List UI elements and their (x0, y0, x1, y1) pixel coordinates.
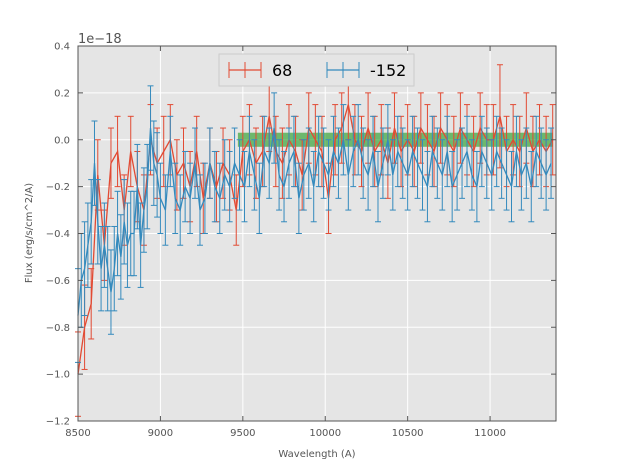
y-tick-label: −0.6 (46, 276, 70, 287)
series-line-1 (77, 127, 552, 316)
y-axis-label: Flux (erg/s/cm^2/A) (24, 183, 35, 283)
x-tick-label: 11000 (474, 428, 506, 439)
x-tick-label: 8500 (65, 428, 90, 439)
legend-entry-0 (228, 62, 262, 78)
y-offset-label: 1e−18 (78, 32, 122, 47)
y-tick-label: −1.2 (46, 417, 70, 428)
x-tick-label: 10000 (309, 428, 341, 439)
y-tick-label: −0.4 (46, 229, 70, 240)
y-tick-label: −1.0 (46, 370, 70, 381)
legend-label-0: 68 (272, 61, 292, 80)
x-tick-label: 9000 (148, 428, 173, 439)
y-tick-labels: −1.2 −1.0 −0.8 −0.6 −0.4 −0.2 0.0 0.2 0.4 (46, 42, 70, 428)
x-tick-label: 9500 (230, 428, 255, 439)
legend-label-1: -152 (370, 61, 406, 80)
plot-area (75, 45, 557, 422)
y-tick-label: −0.8 (46, 323, 70, 334)
y-tick-label: 0.4 (54, 42, 70, 53)
series-1 (75, 85, 555, 363)
legend-entry-1 (326, 62, 360, 78)
y-tick-label: 0.2 (54, 88, 70, 99)
axis-ticks (77, 45, 556, 422)
x-axis-label: Wavelength (A) (278, 449, 355, 460)
series-group (75, 45, 557, 422)
x-tick-labels: 8500 9000 9500 10000 10500 11000 (65, 428, 506, 439)
y-tick-label: 0.0 (54, 135, 70, 146)
x-tick-label: 10500 (392, 428, 424, 439)
legend: 68 -152 (218, 53, 415, 87)
y-tick-label: −0.2 (46, 182, 70, 193)
